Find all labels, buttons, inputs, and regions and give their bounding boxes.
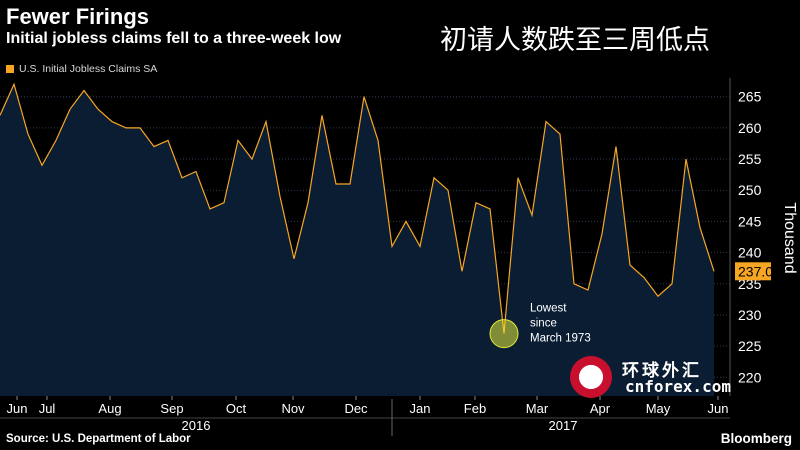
x-year-label: 2016 bbox=[182, 418, 211, 433]
x-tick-label: Feb bbox=[464, 401, 486, 416]
x-tick-label: Jun bbox=[708, 401, 729, 416]
last-value-label: 237.0 bbox=[738, 263, 773, 279]
legend: U.S. Initial Jobless Claims SA bbox=[6, 63, 157, 75]
legend-swatch bbox=[6, 65, 14, 73]
watermark-en: cnforex.com bbox=[625, 377, 731, 396]
x-tick-label: Aug bbox=[98, 401, 121, 416]
x-tick-label: Nov bbox=[281, 401, 305, 416]
x-tick-label: May bbox=[646, 401, 671, 416]
chinese-title: 初请人数跌至三周低点 bbox=[440, 25, 710, 56]
series-area bbox=[0, 84, 714, 396]
brand-logo: Bloomberg bbox=[720, 431, 792, 446]
source-note: Source: U.S. Department of Labor bbox=[6, 433, 191, 445]
x-tick-label: Sep bbox=[160, 401, 183, 416]
chart-subtitle: Initial jobless claims fell to a three-w… bbox=[6, 30, 342, 47]
last-value-tag bbox=[735, 262, 771, 281]
watermark: 环球外汇 cnforex.com bbox=[570, 352, 731, 402]
x-tick-label: Dec bbox=[344, 401, 368, 416]
y-tick-label: 245 bbox=[738, 213, 762, 229]
x-tick-label: Jun bbox=[7, 401, 28, 416]
x-tick-label: Jul bbox=[39, 401, 56, 416]
x-tick-label: Apr bbox=[590, 401, 611, 416]
annotation-text: since bbox=[530, 318, 557, 330]
y-tick-label: 230 bbox=[738, 307, 762, 323]
series-line bbox=[0, 82, 715, 334]
annotation-marker bbox=[489, 319, 519, 349]
y-tick-label: 250 bbox=[738, 182, 762, 198]
legend-label: U.S. Initial Jobless Claims SA bbox=[19, 63, 158, 75]
y-tick-label: 225 bbox=[738, 338, 762, 354]
y-tick-label: 220 bbox=[738, 369, 762, 385]
y-tick-label: 260 bbox=[738, 120, 762, 136]
watermark-cn: 环球外汇 bbox=[622, 361, 702, 381]
x-year-label: 2017 bbox=[549, 418, 578, 433]
y-tick-label: 265 bbox=[738, 89, 762, 105]
annotation-text: Lowest bbox=[530, 303, 567, 315]
y-axis-label: Thousand bbox=[781, 202, 798, 273]
chart-title: Fewer Firings bbox=[6, 4, 150, 29]
y-tick-label: 255 bbox=[738, 151, 762, 167]
watermark-logo-icon bbox=[570, 356, 612, 398]
x-tick-label: Mar bbox=[526, 401, 549, 416]
x-tick-label: Oct bbox=[226, 401, 247, 416]
y-tick-label: 240 bbox=[738, 245, 762, 261]
annotation-text: March 1973 bbox=[530, 333, 591, 345]
x-tick-label: Jan bbox=[410, 401, 431, 416]
